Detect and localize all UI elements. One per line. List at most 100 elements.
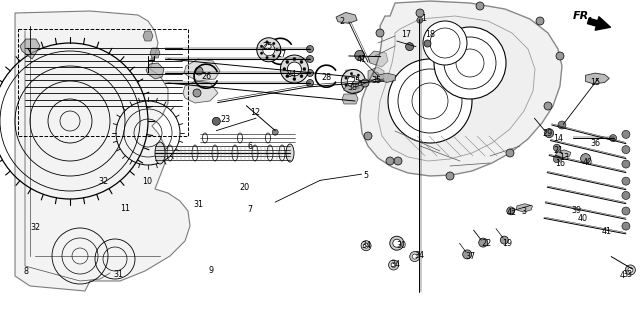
Circle shape xyxy=(300,75,303,78)
Circle shape xyxy=(434,27,506,99)
Circle shape xyxy=(500,236,508,244)
Text: 33: 33 xyxy=(622,270,632,279)
Polygon shape xyxy=(344,70,360,80)
Circle shape xyxy=(273,55,275,57)
Text: 1: 1 xyxy=(421,14,426,23)
Circle shape xyxy=(388,260,399,270)
Text: 21: 21 xyxy=(553,146,563,155)
Circle shape xyxy=(260,45,263,48)
Circle shape xyxy=(390,236,404,250)
Circle shape xyxy=(364,132,372,140)
Polygon shape xyxy=(342,94,358,104)
Text: 25: 25 xyxy=(262,42,273,51)
Circle shape xyxy=(341,69,365,94)
Text: 31: 31 xyxy=(193,200,204,209)
Circle shape xyxy=(357,74,360,77)
Polygon shape xyxy=(20,39,40,59)
Text: 31: 31 xyxy=(113,270,124,279)
Circle shape xyxy=(536,17,544,25)
Polygon shape xyxy=(586,73,609,84)
Polygon shape xyxy=(15,11,190,291)
Text: 12: 12 xyxy=(250,108,260,117)
Circle shape xyxy=(479,238,488,247)
Circle shape xyxy=(193,89,201,97)
Circle shape xyxy=(558,121,566,129)
Polygon shape xyxy=(556,150,571,158)
Text: 41: 41 xyxy=(356,55,367,63)
Circle shape xyxy=(303,67,306,71)
Circle shape xyxy=(195,67,203,75)
Text: 4: 4 xyxy=(620,271,625,280)
Circle shape xyxy=(386,157,394,165)
Circle shape xyxy=(280,55,308,83)
Circle shape xyxy=(554,156,560,163)
Polygon shape xyxy=(378,16,535,161)
Circle shape xyxy=(257,38,281,62)
Circle shape xyxy=(355,50,365,60)
Circle shape xyxy=(446,172,454,180)
Circle shape xyxy=(388,59,472,143)
Circle shape xyxy=(412,254,417,259)
Circle shape xyxy=(286,60,289,63)
Circle shape xyxy=(287,62,301,76)
Circle shape xyxy=(476,2,484,10)
Text: 10: 10 xyxy=(142,178,152,186)
Circle shape xyxy=(212,117,220,125)
Polygon shape xyxy=(150,48,160,58)
Circle shape xyxy=(625,265,636,275)
Text: 17: 17 xyxy=(401,30,412,39)
Text: 36: 36 xyxy=(590,139,600,148)
Text: 25: 25 xyxy=(350,77,360,86)
Circle shape xyxy=(276,49,278,51)
Text: 11: 11 xyxy=(120,204,130,213)
Circle shape xyxy=(345,77,348,79)
Circle shape xyxy=(394,157,402,165)
Text: 28: 28 xyxy=(321,73,332,81)
Circle shape xyxy=(286,75,289,78)
Circle shape xyxy=(283,67,286,71)
Text: 19: 19 xyxy=(502,239,512,248)
Circle shape xyxy=(580,154,591,164)
Text: 15: 15 xyxy=(590,78,600,87)
Text: 7: 7 xyxy=(247,206,252,214)
Polygon shape xyxy=(516,204,532,212)
Circle shape xyxy=(417,17,423,23)
Text: 23: 23 xyxy=(220,115,230,124)
Text: 35: 35 xyxy=(371,77,381,85)
Circle shape xyxy=(463,250,472,259)
Polygon shape xyxy=(146,63,164,79)
Text: 13: 13 xyxy=(559,153,570,161)
Circle shape xyxy=(506,149,514,157)
Circle shape xyxy=(622,207,630,215)
Ellipse shape xyxy=(155,142,165,164)
Text: 29: 29 xyxy=(542,129,552,137)
Circle shape xyxy=(556,52,564,60)
Circle shape xyxy=(266,41,268,43)
Circle shape xyxy=(266,56,268,59)
Text: 6: 6 xyxy=(247,142,252,151)
Text: 37: 37 xyxy=(465,252,476,261)
Text: 18: 18 xyxy=(425,30,435,39)
Circle shape xyxy=(424,40,431,47)
Text: FR.: FR. xyxy=(573,11,593,21)
Circle shape xyxy=(357,86,360,89)
Circle shape xyxy=(622,160,630,168)
Circle shape xyxy=(263,44,275,56)
Circle shape xyxy=(416,9,424,17)
Circle shape xyxy=(622,130,630,138)
Circle shape xyxy=(373,72,379,78)
Circle shape xyxy=(361,241,371,251)
Circle shape xyxy=(345,84,348,86)
Circle shape xyxy=(272,129,278,135)
Text: 14: 14 xyxy=(553,134,563,143)
Circle shape xyxy=(307,45,314,53)
Text: 9: 9 xyxy=(209,266,214,275)
Text: 8: 8 xyxy=(23,267,28,276)
Circle shape xyxy=(554,144,560,151)
Circle shape xyxy=(361,79,369,87)
Circle shape xyxy=(628,267,633,272)
Text: 2: 2 xyxy=(340,17,345,26)
Circle shape xyxy=(300,60,303,63)
Polygon shape xyxy=(183,81,218,103)
FancyArrowPatch shape xyxy=(588,17,611,30)
